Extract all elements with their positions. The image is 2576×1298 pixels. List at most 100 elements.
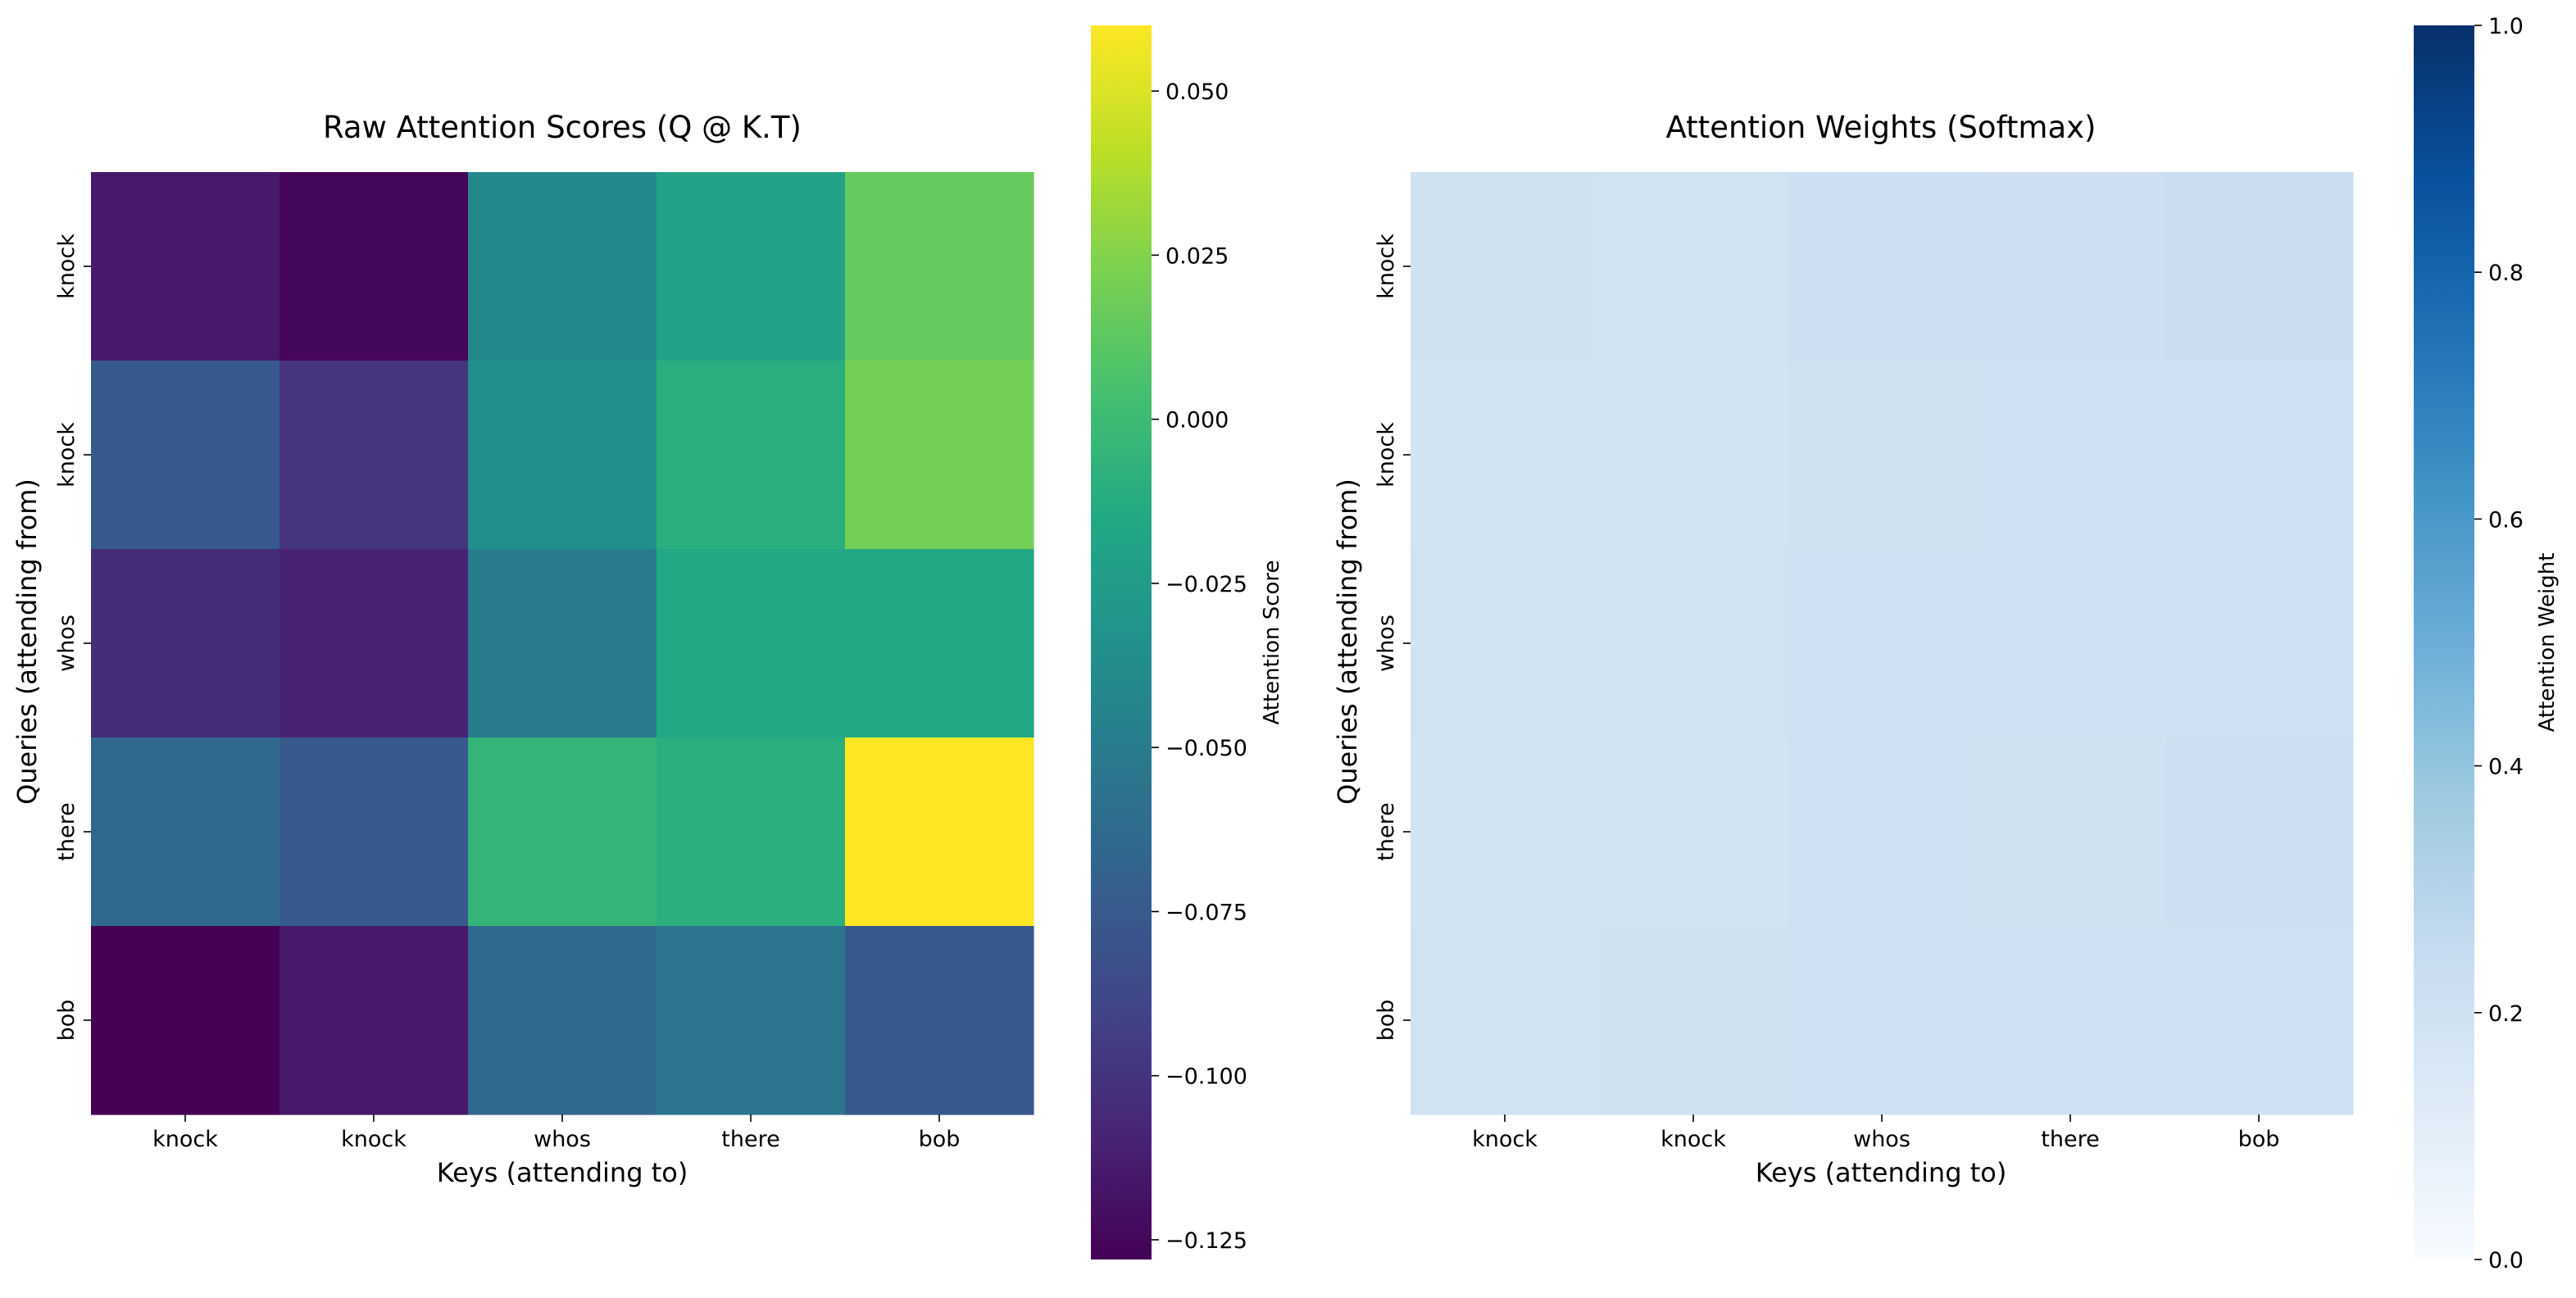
softmax-weights-x-tick-label: knock (1472, 1127, 1538, 1152)
softmax-weights-y-tick-label: whos (1374, 615, 1399, 672)
raw-scores-cell (279, 172, 469, 361)
raw-scores-cell (468, 926, 657, 1115)
softmax-weights-cell (2165, 926, 2354, 1115)
softmax-weights-y-tick-label: knock (1374, 422, 1399, 488)
softmax-weights-cell (1788, 738, 1977, 927)
softmax-weights-cell (1411, 361, 1600, 550)
softmax-weights-title: Attention Weights (Softmax) (1666, 110, 2097, 145)
raw-scores-cell (468, 172, 657, 361)
raw-scores-chart: Raw Attention Scores (Q @ K.T) knock knoc… (11, 25, 1284, 1259)
softmax-weights-x-tick-label: knock (1661, 1127, 1726, 1152)
raw-scores-cell (656, 361, 846, 550)
softmax-weights-cell (1599, 926, 1788, 1115)
raw-scores-cell (91, 549, 280, 738)
raw-scores-x-tick-label: whos (534, 1127, 591, 1152)
softmax-weights-cell (1976, 738, 2165, 927)
raw-scores-colorbar-tick-label: 0.000 (1165, 408, 1229, 433)
raw-scores-y-tick-label: bob (54, 1000, 80, 1042)
raw-scores-x-tick-label: knock (152, 1127, 218, 1152)
raw-scores-cell (845, 926, 1034, 1115)
softmax-weights-cell (1788, 549, 1977, 738)
softmax-weights-colorbar-tick-label: 0.4 (2488, 755, 2524, 780)
softmax-weights-cell (1976, 361, 2165, 550)
raw-scores-colorbar-tick-label: −0.125 (1165, 1228, 1247, 1254)
softmax-weights-cell (1411, 549, 1600, 738)
softmax-weights-cell (2165, 172, 2354, 361)
softmax-weights-cell (1976, 926, 2165, 1115)
raw-scores-x-axis-label: Keys (attending to) (437, 1157, 688, 1188)
raw-scores-x-tick-label: bob (919, 1127, 961, 1152)
softmax-weights-x-tick-label: there (2041, 1127, 2099, 1152)
softmax-weights-colorbar-tick-label: 0.8 (2488, 261, 2524, 286)
softmax-weights-colorbar: 1.0 0.8 0.6 0.4 0.2 0.0 Attention Weight (2414, 14, 2560, 1273)
raw-scores-x-tick-label: knock (341, 1127, 407, 1152)
raw-scores-y-ticks: knock knock whos there bob (54, 234, 91, 1042)
softmax-weights-cell (2165, 361, 2354, 550)
raw-scores-x-tick-label: there (721, 1127, 779, 1152)
raw-scores-colorbar-tick-label: −0.075 (1165, 900, 1247, 925)
softmax-weights-colorbar-gradient (2414, 25, 2474, 1259)
raw-scores-cell (91, 738, 280, 927)
raw-scores-cell (845, 361, 1034, 550)
softmax-weights-cell (1788, 926, 1977, 1115)
raw-scores-colorbar-ticks: 0.050 0.025 0.000 −0.025 −0.050 −0.075 −0.100 −… (1152, 79, 1247, 1254)
raw-scores-y-tick-label: knock (54, 422, 80, 488)
raw-scores-colorbar-gradient (1091, 25, 1152, 1259)
softmax-weights-cell (1976, 549, 2165, 738)
raw-scores-cell (468, 738, 657, 927)
raw-scores-colorbar-tick-label: −0.100 (1165, 1064, 1247, 1090)
softmax-weights-cell (2165, 549, 2354, 738)
raw-scores-cell (656, 738, 846, 927)
softmax-weights-x-ticks: knock knock whos there bob (1472, 1114, 2279, 1152)
softmax-weights-colorbar-label: Attention Weight (2535, 553, 2560, 733)
raw-scores-cell (656, 172, 846, 361)
softmax-weights-cell (1788, 361, 1977, 550)
softmax-weights-cell (2165, 738, 2354, 927)
raw-scores-cell (845, 172, 1034, 361)
softmax-weights-y-tick-label: knock (1374, 234, 1399, 299)
raw-scores-cell (279, 549, 469, 738)
raw-scores-cell (468, 361, 657, 550)
raw-scores-colorbar-tick-label: −0.025 (1165, 572, 1247, 597)
raw-scores-y-axis-label: Queries (attending from) (11, 479, 43, 805)
raw-scores-cell (845, 738, 1034, 927)
raw-scores-cell (279, 361, 469, 550)
softmax-weights-colorbar-tick-label: 0.6 (2488, 507, 2524, 533)
raw-scores-colorbar-tick-label: −0.050 (1165, 736, 1247, 761)
raw-scores-cell (845, 549, 1034, 738)
softmax-weights-cell (1599, 738, 1788, 927)
raw-scores-heatmap (91, 172, 1034, 1115)
raw-scores-title: Raw Attention Scores (Q @ K.T) (323, 110, 802, 145)
softmax-weights-cell (1411, 738, 1600, 927)
raw-scores-colorbar-tick-label: 0.050 (1165, 79, 1229, 105)
raw-scores-cell (91, 361, 280, 550)
raw-scores-y-tick-label: whos (54, 615, 80, 672)
softmax-weights-chart: Attention Weights (Softmax) knock knock wh… (1332, 14, 2560, 1273)
softmax-weights-heatmap (1411, 172, 2354, 1115)
softmax-weights-y-tick-label: bob (1374, 1000, 1399, 1042)
softmax-weights-y-ticks: knock knock whos there bob (1374, 234, 1411, 1042)
softmax-weights-colorbar-tick-label: 1.0 (2488, 14, 2524, 39)
softmax-weights-y-axis-label: Queries (attending from) (1332, 479, 1363, 805)
softmax-weights-colorbar-ticks: 1.0 0.8 0.6 0.4 0.2 0.0 (2474, 14, 2524, 1273)
raw-scores-y-tick-label: there (54, 802, 80, 860)
softmax-weights-cell (1411, 926, 1600, 1115)
softmax-weights-colorbar-tick-label: 0.2 (2488, 1001, 2524, 1027)
softmax-weights-cell (1599, 549, 1788, 738)
raw-scores-cell (468, 549, 657, 738)
softmax-weights-colorbar-tick-label: 0.0 (2488, 1248, 2524, 1273)
softmax-weights-y-tick-label: there (1374, 802, 1399, 860)
raw-scores-colorbar-tick-label: 0.025 (1165, 243, 1229, 269)
raw-scores-cell (279, 738, 469, 927)
raw-scores-cell (91, 172, 280, 361)
raw-scores-cell (91, 926, 280, 1115)
raw-scores-x-ticks: knock knock whos there bob (152, 1114, 960, 1152)
softmax-weights-cell (1411, 172, 1600, 361)
softmax-weights-cell (1788, 172, 1977, 361)
raw-scores-cell (656, 926, 846, 1115)
softmax-weights-cell (1599, 172, 1788, 361)
raw-scores-colorbar: 0.050 0.025 0.000 −0.025 −0.050 −0.075 −0.100 −… (1091, 25, 1284, 1259)
softmax-weights-x-tick-label: whos (1853, 1127, 1910, 1152)
raw-scores-cell (279, 926, 469, 1115)
